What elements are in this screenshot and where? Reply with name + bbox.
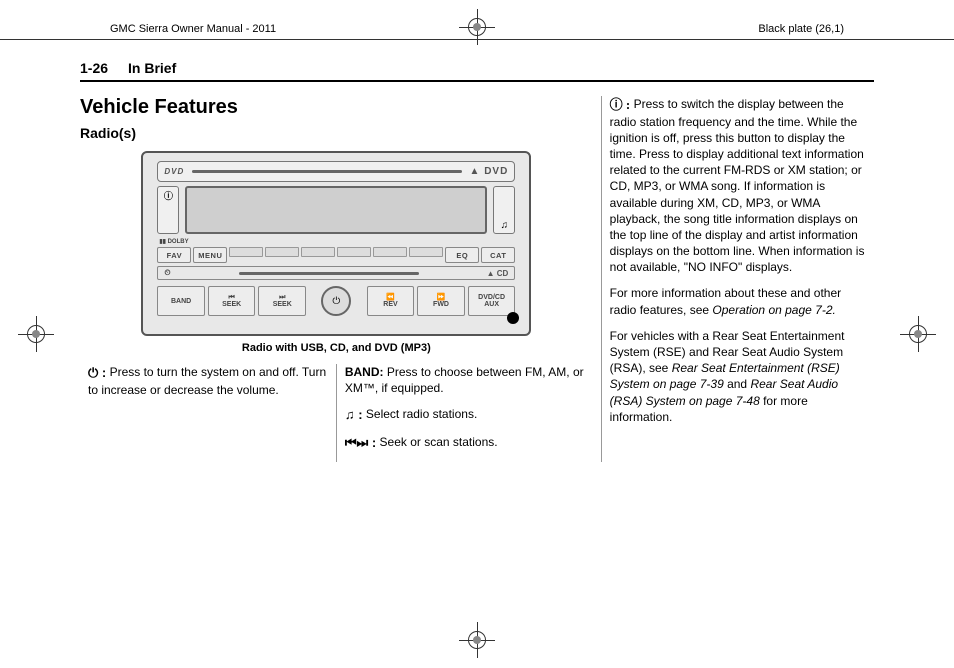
- tune-text: Select radio stations.: [366, 407, 477, 421]
- info-text: Press to switch the display between the …: [610, 97, 865, 274]
- radio-illustration: DVD ▲ DVD ⓘ ♫ ▮▮ DOLBY FAV MENU EQ CAT: [141, 151, 531, 336]
- seek-icon: ⏮⏭ :: [345, 434, 376, 452]
- ref-operation: Operation on page 7-2.: [712, 303, 835, 317]
- seek-back-button: ⏮SEEK: [208, 286, 256, 316]
- band-label: BAND:: [345, 365, 384, 379]
- header-right: Black plate (26,1): [758, 23, 844, 35]
- more-info-2: For vehicles with a Rear Seat Entertainm…: [610, 328, 866, 425]
- fwd-button: ⏩FWD: [417, 286, 465, 316]
- fav-button: FAV: [157, 247, 191, 263]
- band-description: BAND: Press to choose between FM, AM, or…: [345, 364, 585, 396]
- print-header: GMC Sierra Owner Manual - 2011 Black pla…: [0, 18, 954, 40]
- seek-description: ⏮⏭ : Seek or scan stations.: [345, 434, 585, 452]
- eq-button: EQ: [445, 247, 479, 263]
- black-dot: [507, 312, 519, 324]
- radio-caption: Radio with USB, CD, and DVD (MP3): [80, 342, 593, 354]
- heading-radios: Radio(s): [80, 125, 593, 141]
- reg-mark-right: [900, 316, 936, 352]
- tune-icon: ♫ :: [345, 406, 363, 424]
- section-title: In Brief: [128, 60, 176, 76]
- power-description: ⏻ : Press to turn the system on and off.…: [88, 364, 328, 398]
- radio-screen: [185, 186, 487, 234]
- band-button: BAND: [157, 286, 205, 316]
- info-button: ⓘ: [157, 186, 179, 234]
- reg-mark-bottom: [459, 622, 495, 658]
- power-text: Press to turn the system on and off. Tur…: [88, 365, 326, 397]
- power-knob: ⏻: [321, 286, 351, 316]
- rev-button: ⏪REV: [367, 286, 415, 316]
- seek-fwd-button: ⏭SEEK: [258, 286, 306, 316]
- aux-button: DVD/CDAUX: [468, 286, 516, 316]
- info-description: ⓘ : Press to switch the display between …: [610, 96, 866, 275]
- heading-vehicle-features: Vehicle Features: [80, 96, 593, 119]
- page-number: 1-26: [80, 60, 108, 76]
- section-header: 1-26 In Brief: [80, 60, 874, 82]
- cd-slot: ⏲ ▲ CD: [157, 266, 515, 280]
- power-icon: ⏻ :: [88, 364, 106, 382]
- dvd-logo: DVD: [164, 167, 184, 176]
- reg-mark-top: [459, 9, 495, 48]
- info-icon: ⓘ :: [610, 96, 631, 114]
- tune-description: ♫ : Select radio stations.: [345, 406, 585, 424]
- menu-button: MENU: [193, 247, 227, 263]
- reg-mark-left: [18, 316, 54, 352]
- dvd-slot: DVD ▲ DVD: [157, 161, 515, 182]
- cat-button: CAT: [481, 247, 515, 263]
- header-left: GMC Sierra Owner Manual - 2011: [110, 23, 276, 35]
- tune-button: ♫: [493, 186, 515, 234]
- more-info-1: For more information about these and oth…: [610, 285, 866, 317]
- dvd-eject: ▲ DVD: [470, 166, 509, 177]
- seek-text: Seek or scan stations.: [380, 435, 498, 449]
